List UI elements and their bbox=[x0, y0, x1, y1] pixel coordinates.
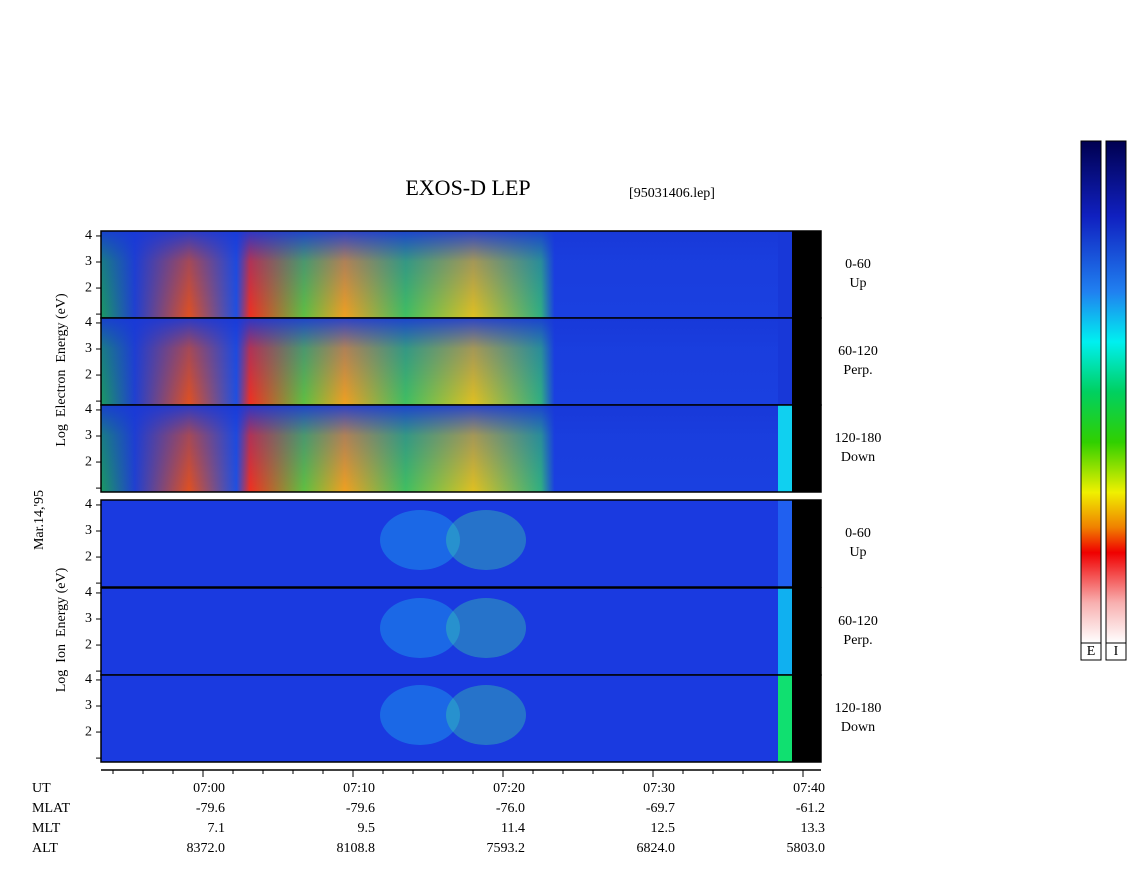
energy-strip bbox=[778, 231, 792, 318]
spectrogram-shade bbox=[101, 318, 778, 405]
spectrogram-shade bbox=[101, 405, 778, 492]
pitch-angle-direction: Down bbox=[841, 720, 875, 735]
spectrogram-feature bbox=[380, 598, 460, 658]
y-axis-label: Log Ion Energy (eV) bbox=[54, 567, 69, 692]
x-tick-label: 07:30 bbox=[643, 781, 675, 796]
pitch-angle-label: 120-180 bbox=[835, 701, 882, 716]
date: Mar.14,'95 bbox=[32, 490, 47, 550]
pitch-angle-direction: Up bbox=[849, 276, 866, 291]
ephemeris-value: 11.4 bbox=[501, 821, 525, 836]
pitch-angle-label: 0-60 bbox=[845, 257, 871, 272]
chart-title: EXOS-D LEP bbox=[405, 175, 530, 200]
x-tick-label: 07:00 bbox=[193, 781, 225, 796]
ephemeris-value: 13.3 bbox=[801, 821, 826, 836]
spectrogram-feature bbox=[446, 598, 526, 658]
ephemeris-label: MLT bbox=[32, 821, 61, 836]
spectrogram-feature bbox=[446, 510, 526, 570]
y-tick-label: 2 bbox=[85, 280, 92, 295]
x-tick-label: 07:20 bbox=[493, 781, 525, 796]
fill-strip bbox=[792, 231, 821, 318]
fill-strip bbox=[792, 675, 821, 762]
ephemeris-value: 8372.0 bbox=[187, 841, 226, 856]
energy-strip bbox=[778, 500, 792, 587]
colorbar-label: I bbox=[1114, 644, 1119, 659]
x-tick-label: 07:10 bbox=[343, 781, 375, 796]
ephemeris-value: 7593.2 bbox=[487, 841, 526, 856]
ephemeris-label: MLAT bbox=[32, 801, 71, 816]
spectrogram-background bbox=[101, 588, 778, 675]
spectrogram-shade bbox=[101, 231, 778, 318]
y-tick-label: 3 bbox=[85, 341, 92, 356]
y-tick-label: 4 bbox=[85, 672, 92, 687]
fill-strip bbox=[792, 318, 821, 405]
y-axis-label: Log Electron Energy (eV) bbox=[54, 293, 69, 447]
pitch-angle-label: 120-180 bbox=[835, 431, 882, 446]
y-tick-label: 4 bbox=[85, 315, 92, 330]
spectrogram-background bbox=[101, 500, 778, 587]
panel-frame bbox=[100, 404, 822, 493]
subtitle: [95031406.lep] bbox=[629, 186, 715, 201]
y-tick-label: 2 bbox=[85, 549, 92, 564]
fill-strip bbox=[792, 588, 821, 675]
x-tick-label: 07:40 bbox=[793, 781, 825, 796]
ephemeris-label: ALT bbox=[32, 841, 58, 856]
y-tick-label: 2 bbox=[85, 367, 92, 382]
spectrogram-background bbox=[101, 675, 778, 762]
ephemeris-value: -79.6 bbox=[196, 801, 225, 816]
ephemeris-value: 6824.0 bbox=[637, 841, 676, 856]
fill-strip bbox=[792, 405, 821, 492]
colorbar bbox=[1105, 140, 1127, 644]
y-tick-label: 4 bbox=[85, 585, 92, 600]
ephemeris-value: 9.5 bbox=[358, 821, 376, 836]
ephemeris-label: UT bbox=[32, 781, 51, 796]
spectrogram-feature bbox=[380, 510, 460, 570]
pitch-angle-direction: Down bbox=[841, 450, 875, 465]
spectrogram-feature bbox=[446, 685, 526, 745]
y-tick-label: 3 bbox=[85, 254, 92, 269]
ephemeris-value: -69.7 bbox=[646, 801, 675, 816]
colorbar-label-box bbox=[1080, 642, 1102, 661]
pitch-angle-label: 0-60 bbox=[845, 526, 871, 541]
ephemeris-value: -76.0 bbox=[496, 801, 525, 816]
energy-strip bbox=[778, 588, 792, 675]
pitch-angle-label: 60-120 bbox=[838, 344, 878, 359]
ephemeris-value: 12.5 bbox=[651, 821, 676, 836]
pitch-angle-direction: Up bbox=[849, 545, 866, 560]
y-tick-label: 2 bbox=[85, 724, 92, 739]
colorbar-label: E bbox=[1087, 644, 1096, 659]
pitch-angle-label: 60-120 bbox=[838, 614, 878, 629]
colorbar bbox=[1080, 140, 1102, 644]
ephemeris-value: 8108.8 bbox=[337, 841, 376, 856]
y-tick-label: 4 bbox=[85, 228, 92, 243]
y-tick-label: 3 bbox=[85, 698, 92, 713]
spectrogram-feature bbox=[380, 685, 460, 745]
pitch-angle-direction: Perp. bbox=[843, 363, 872, 378]
y-tick-label: 2 bbox=[85, 637, 92, 652]
y-tick-label: 3 bbox=[85, 611, 92, 626]
y-tick-label: 2 bbox=[85, 454, 92, 469]
colorbar-label-box bbox=[1105, 642, 1127, 661]
panel-frame bbox=[100, 499, 822, 588]
energy-strip bbox=[778, 675, 792, 762]
panel-frame bbox=[100, 674, 822, 763]
y-tick-label: 3 bbox=[85, 523, 92, 538]
y-tick-label: 3 bbox=[85, 428, 92, 443]
ephemeris-value: -79.6 bbox=[346, 801, 375, 816]
ephemeris-value: 5803.0 bbox=[787, 841, 826, 856]
energy-strip bbox=[778, 405, 792, 492]
fill-strip bbox=[792, 500, 821, 587]
ephemeris-value: -61.2 bbox=[796, 801, 825, 816]
pitch-angle-direction: Perp. bbox=[843, 633, 872, 648]
y-tick-label: 4 bbox=[85, 497, 92, 512]
ephemeris-value: 7.1 bbox=[208, 821, 226, 836]
energy-strip bbox=[778, 318, 792, 405]
y-tick-label: 4 bbox=[85, 402, 92, 417]
